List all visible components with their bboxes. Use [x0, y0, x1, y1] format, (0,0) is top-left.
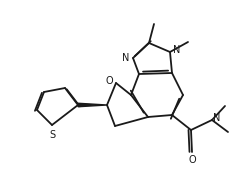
- Text: N: N: [213, 113, 221, 123]
- Text: S: S: [49, 130, 55, 140]
- Text: O: O: [105, 76, 113, 86]
- Text: O: O: [188, 155, 196, 165]
- Polygon shape: [78, 103, 107, 107]
- Text: N: N: [122, 53, 130, 63]
- Text: N: N: [173, 45, 181, 55]
